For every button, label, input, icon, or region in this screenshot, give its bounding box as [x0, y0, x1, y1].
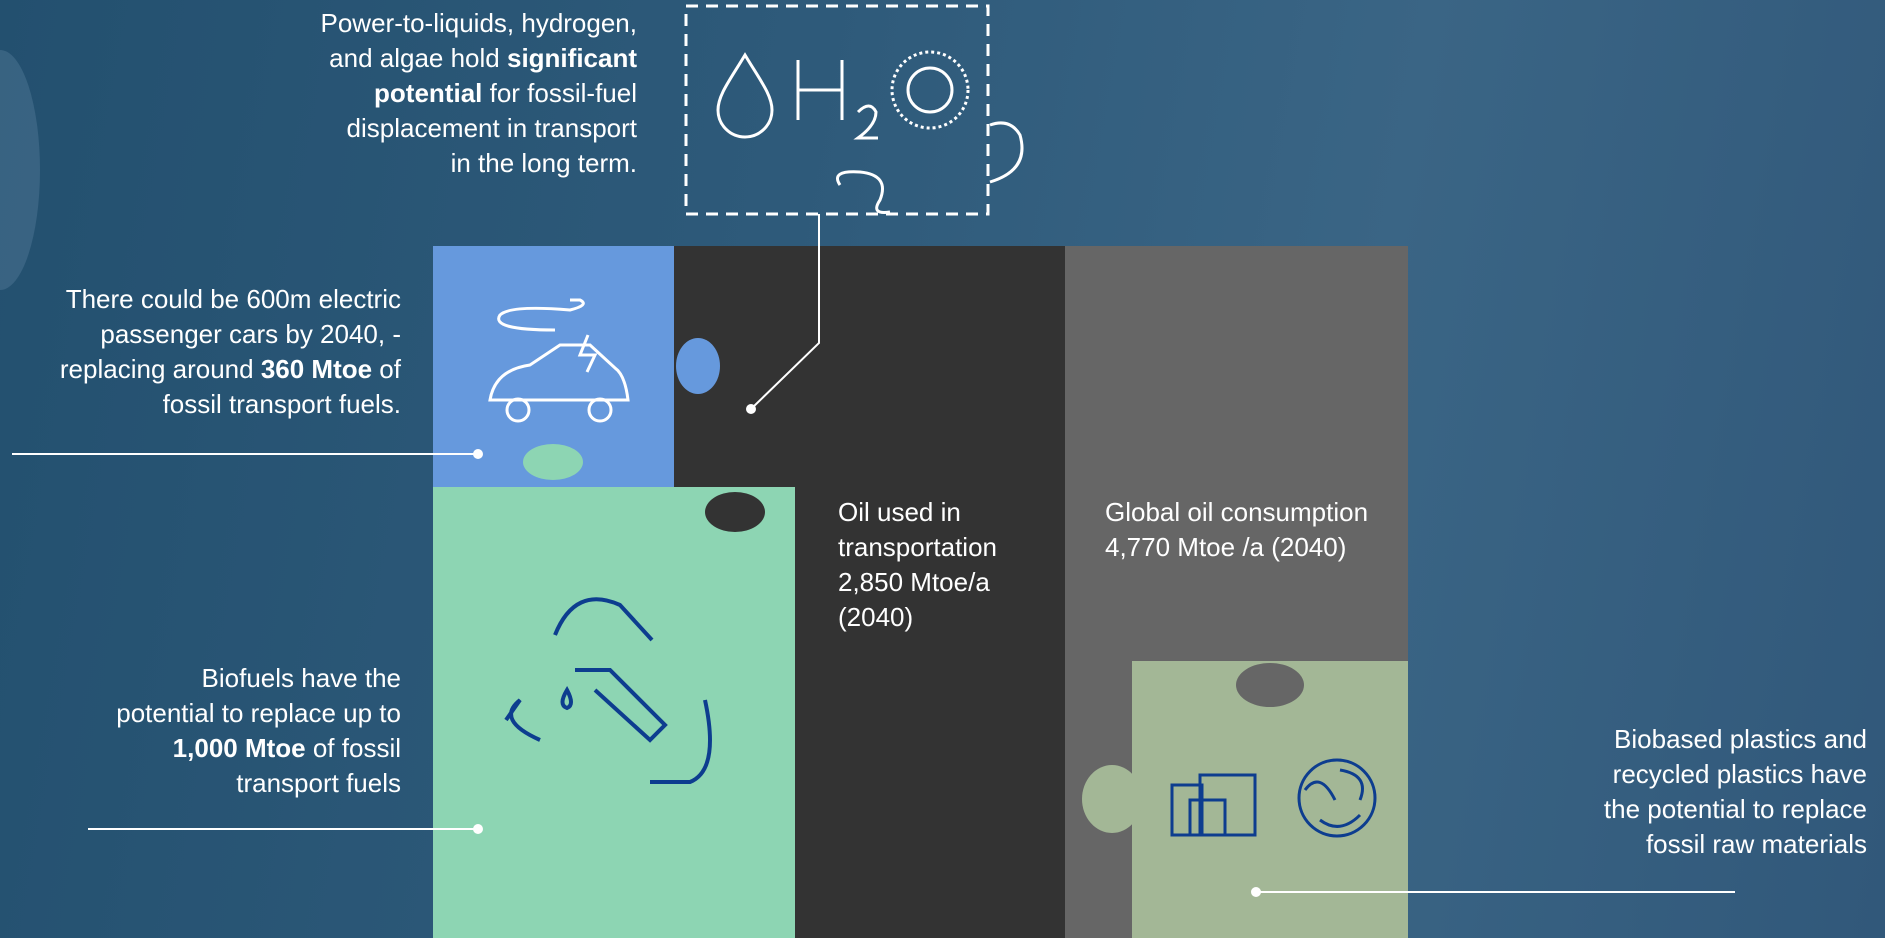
callout: There could be 600m electric passenger ca…: [60, 282, 401, 422]
callout: Biofuels have the potential to replace up…: [116, 661, 401, 801]
text: and algae hold: [329, 43, 507, 73]
h2-icon: [716, 50, 1024, 214]
callout-line: Biofuels have the: [116, 661, 401, 696]
callout-line: the potential to replace: [1604, 792, 1867, 827]
text: There could be 600m electric: [65, 284, 401, 314]
callout-line: fossil transport fuels.: [60, 387, 401, 422]
connector: [750, 214, 820, 410]
callout-line: transport fuels: [116, 766, 401, 801]
green-piece: [433, 487, 795, 938]
plastics-dot: [1251, 887, 1261, 897]
callout: Oil used in transportation 2,850 Mtoe/a (20…: [838, 495, 997, 635]
text: for fossil-fuel: [482, 78, 637, 108]
text: Oil used in: [838, 497, 961, 527]
callout-line: Oil used in: [838, 495, 997, 530]
text: transportation: [838, 532, 997, 562]
callout-line: Global oil consumption: [1105, 495, 1368, 530]
callout-line: transportation: [838, 530, 997, 565]
text: (2040): [838, 602, 914, 632]
biofuel-dot: [473, 824, 483, 834]
text: the potential to replace: [1603, 794, 1867, 824]
olive-knob: [1082, 765, 1142, 833]
callout-line: potential for fossil-fuel: [321, 76, 637, 111]
callout-line: 2,850 Mtoe/a: [838, 565, 997, 600]
cars-dot: [473, 449, 483, 459]
text: displacement in transport: [346, 113, 637, 143]
callout-line: passenger cars by 2040, -: [60, 317, 401, 352]
emphasis: 1,000 Mtoe: [172, 733, 306, 763]
background-swirl: [0, 50, 40, 290]
future-box: [684, 4, 990, 216]
text: fossil raw materials: [1645, 829, 1867, 859]
text: 2,850 Mtoe/a: [838, 567, 990, 597]
callout-line: recycled plastics have: [1604, 757, 1867, 792]
text: Global oil consumption: [1105, 497, 1369, 527]
callout-line: replacing around 360 Mtoe of: [60, 352, 401, 387]
grey-knob: [1236, 663, 1304, 707]
text: in the long term.: [450, 148, 637, 178]
callout-line: (2040): [838, 600, 997, 635]
emphasis: potential: [374, 78, 483, 108]
callout-line: There could be 600m electric: [60, 282, 401, 317]
callout-line: displacement in transport: [321, 111, 637, 146]
callout-line: 1,000 Mtoe of fossil: [116, 731, 401, 766]
car-icon: [488, 298, 630, 423]
text: of: [372, 354, 401, 384]
connector-dot: [746, 404, 756, 414]
callout-line: in the long term.: [321, 146, 637, 181]
callout: Global oil consumption 4,770 Mtoe /a (204…: [1105, 495, 1368, 565]
callout-line: and algae hold significant: [321, 41, 637, 76]
plastics-icon: [1170, 758, 1377, 838]
text: fossil transport fuels.: [162, 389, 401, 419]
callout-line: 4,770 Mtoe /a (2040): [1105, 530, 1368, 565]
text: Power-to-liquids, hydrogen,: [320, 8, 638, 38]
text: potential to replace up to: [116, 698, 401, 728]
text: of fossil: [305, 733, 401, 763]
text: transport fuels: [236, 768, 401, 798]
callout-line: Biobased plastics and: [1604, 722, 1867, 757]
callout: Biobased plastics and recycled plastics h…: [1604, 722, 1867, 862]
blue-knob: [676, 338, 720, 394]
text: Biofuels have the: [201, 663, 401, 693]
dark-knob: [705, 492, 765, 532]
emphasis: significant: [506, 43, 637, 73]
text: passenger cars by 2040, -: [100, 319, 401, 349]
text: recycled plastics have: [1612, 759, 1867, 789]
text: Biobased plastics and: [1614, 724, 1867, 754]
text: 4,770 Mtoe /a (2040): [1105, 532, 1347, 562]
text: replacing around: [59, 354, 261, 384]
callout: Power-to-liquids, hydrogen, and algae hol…: [321, 6, 638, 181]
green-knob: [523, 444, 583, 480]
callout-line: Power-to-liquids, hydrogen,: [321, 6, 638, 41]
callout-line: potential to replace up to: [116, 696, 401, 731]
callout-line: fossil raw materials: [1604, 827, 1867, 862]
biofuel-icon: [504, 597, 712, 784]
emphasis: 360 Mtoe: [260, 354, 373, 384]
